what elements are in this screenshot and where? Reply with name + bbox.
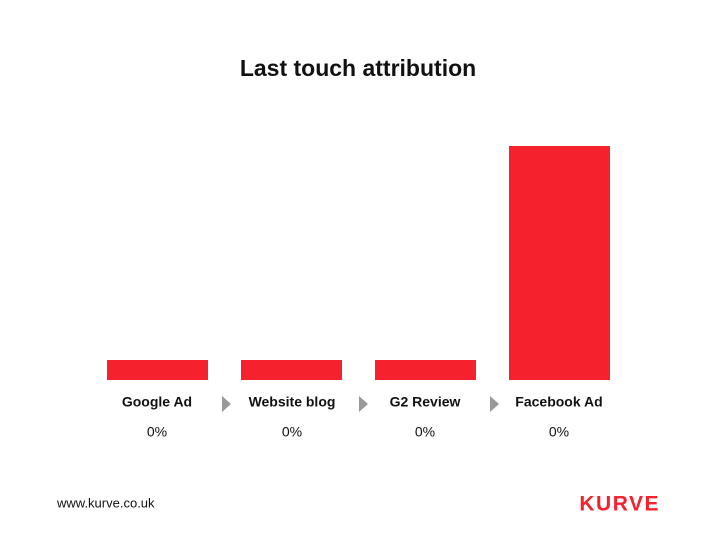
bar <box>241 360 342 380</box>
logo: KURVE <box>579 493 660 516</box>
step-label: Facebook Ad <box>515 394 602 410</box>
step-label: G2 Review <box>390 394 461 410</box>
step-share: 0% <box>415 424 435 440</box>
step-label: Google Ad <box>122 394 192 410</box>
bar <box>375 360 476 380</box>
arrow <box>490 396 499 412</box>
step-share: 0% <box>147 424 167 440</box>
bar <box>107 360 208 380</box>
step-share: 0% <box>282 424 302 440</box>
arrow <box>359 396 368 412</box>
arrow <box>222 396 231 412</box>
footer-url: www.kurve.co.uk <box>56 495 155 510</box>
title: Last touch attribution <box>240 55 476 81</box>
step-label: Website blog <box>249 394 336 410</box>
step-share: 0% <box>549 424 569 440</box>
bar <box>509 146 610 380</box>
